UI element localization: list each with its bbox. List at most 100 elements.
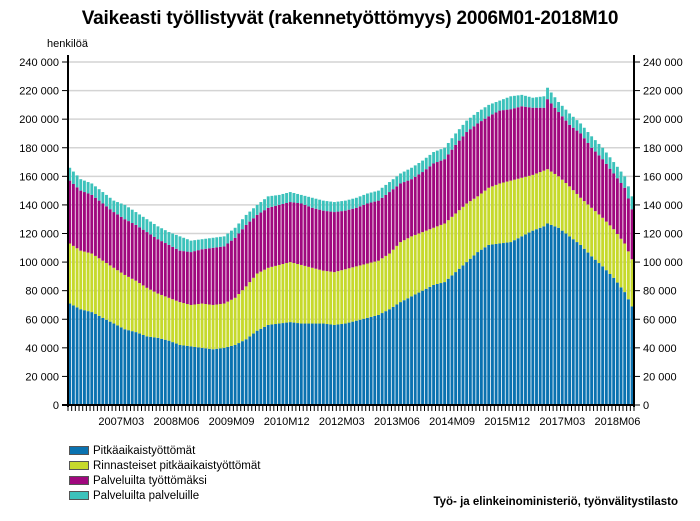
bar-segment	[86, 182, 90, 194]
bar-segment	[612, 162, 616, 174]
bar-segment	[623, 176, 627, 188]
bar-segment	[601, 217, 605, 267]
bar-segment	[288, 192, 292, 203]
bar-segment	[461, 136, 465, 207]
bar-segment	[178, 236, 182, 251]
bar-segment	[248, 221, 252, 283]
bar-segment	[593, 259, 597, 405]
bar-segment	[336, 211, 340, 272]
bar-segment	[362, 194, 366, 205]
bar-segment	[395, 186, 399, 246]
bar-series	[68, 87, 634, 405]
bar-segment	[410, 296, 413, 405]
bar-segment	[343, 210, 347, 270]
bar-segment	[399, 173, 402, 184]
bar-segment	[575, 120, 579, 131]
bar-segment	[421, 172, 425, 233]
bar-segment	[222, 347, 226, 405]
bar-segment	[483, 118, 487, 191]
bar-segment	[399, 183, 402, 243]
source-note: Työ- ja elinkeinoministeriö, työnvälitys…	[433, 496, 678, 508]
bar-segment	[277, 323, 281, 405]
bar-segment	[380, 187, 384, 198]
bar-segment	[358, 196, 362, 207]
bar-segment	[435, 162, 439, 227]
bar-segment	[119, 203, 123, 217]
bar-segment	[270, 266, 274, 325]
bar-segment	[163, 230, 167, 244]
bar-segment	[200, 303, 204, 348]
bar-segment	[410, 236, 413, 297]
bar-segment	[582, 248, 586, 405]
bar-segment	[259, 328, 263, 405]
bar-segment	[101, 317, 105, 405]
bar-segment	[97, 189, 101, 201]
bar-segment	[299, 203, 303, 265]
bar-segment	[207, 238, 211, 249]
bar-segment	[90, 183, 94, 195]
y-tick-label-right: 220 000	[643, 86, 683, 98]
bar-segment	[538, 96, 542, 108]
y-tick-label-left: 60 000	[25, 314, 59, 326]
bar-segment	[395, 304, 399, 405]
bar-segment	[391, 179, 395, 190]
bar-segment	[204, 348, 208, 405]
bar-segment	[391, 249, 395, 307]
bar-segment	[307, 206, 311, 267]
bar-segment	[83, 192, 86, 252]
bar-segment	[402, 300, 406, 405]
bar-segment	[116, 270, 119, 326]
bar-segment	[116, 214, 119, 271]
bar-segment	[553, 173, 557, 227]
bar-segment	[204, 248, 208, 305]
bar-segment	[406, 169, 410, 181]
bar-segment	[215, 237, 219, 248]
bar-segment	[351, 321, 355, 405]
bar-segment	[244, 286, 248, 340]
bar-segment	[241, 229, 244, 291]
bar-segment	[557, 227, 560, 405]
bar-segment	[241, 219, 244, 230]
bar-segment	[406, 238, 410, 299]
bar-segment	[296, 263, 300, 324]
bar-segment	[134, 212, 138, 225]
bar-segment	[270, 206, 274, 267]
bar-segment	[619, 287, 623, 405]
bar-segment	[281, 323, 285, 405]
bar-segment	[505, 109, 509, 182]
bar-segment	[388, 192, 391, 254]
bar-segment	[487, 187, 491, 245]
bar-segment	[318, 199, 322, 210]
bar-segment	[288, 322, 292, 405]
bar-segment	[321, 323, 325, 405]
bar-segment	[303, 195, 307, 205]
bar-segment	[358, 206, 362, 266]
bar-segment	[593, 211, 597, 260]
bar-segment	[457, 140, 461, 211]
bar-segment	[105, 263, 108, 320]
bar-segment	[549, 171, 553, 225]
bar-segment	[630, 259, 634, 307]
bar-segment	[439, 149, 443, 161]
bar-segment	[476, 252, 480, 405]
bar-segment	[207, 248, 211, 305]
x-tick-label: 2009M09	[209, 416, 255, 428]
bar-segment	[90, 194, 94, 254]
bar-segment	[94, 197, 97, 256]
bar-segment	[237, 294, 241, 344]
bar-segment	[498, 110, 502, 184]
bar-segment	[94, 186, 97, 198]
bar-segment	[428, 229, 432, 287]
bar-segment	[116, 202, 119, 215]
bar-segment	[83, 310, 86, 405]
bar-segment	[321, 270, 325, 324]
y-tick-label-left: 20 000	[25, 371, 59, 383]
bar-segment	[457, 210, 461, 269]
bar-segment	[303, 204, 307, 266]
x-tick-label: 2012M03	[319, 416, 365, 428]
bar-segment	[75, 307, 79, 405]
bar-segment	[454, 144, 458, 214]
legend-label: Palveluilta palveluille	[93, 489, 200, 502]
bar-segment	[615, 282, 619, 405]
bar-segment	[105, 194, 108, 207]
